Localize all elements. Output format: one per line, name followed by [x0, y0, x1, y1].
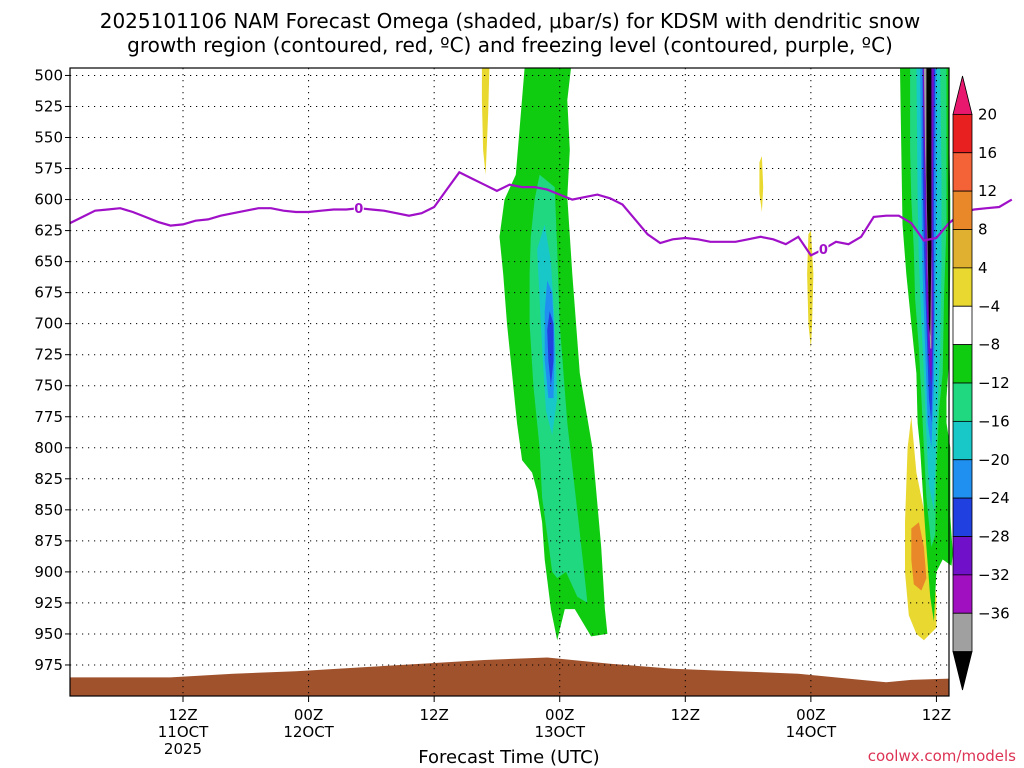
colorbar-swatch-10 — [952, 459, 973, 499]
y-tick-label: 875 — [34, 532, 63, 550]
omega-region-9 — [911, 522, 927, 591]
x-tick-label: 2025 — [164, 740, 202, 758]
colorbar-swatch-0 — [952, 75, 973, 115]
freezing-level-label: 0 — [354, 202, 363, 217]
y-tick-label: 775 — [34, 408, 63, 426]
x-tick-label: 12OCT — [283, 723, 334, 741]
x-tick-label: 00Z — [294, 706, 323, 724]
colorbar-swatch-12 — [952, 536, 973, 576]
colorbar-swatch-1 — [952, 113, 973, 154]
y-tick-label: 500 — [34, 66, 63, 84]
x-tick-label: 12Z — [168, 706, 197, 724]
y-tick-label: 575 — [34, 160, 63, 178]
terrain — [70, 657, 949, 696]
y-tick-label: 950 — [34, 625, 63, 643]
omega-region-0 — [481, 68, 490, 175]
y-tick-label: 800 — [34, 439, 63, 457]
y-axis: 500 525 550 575 600 625 650 675 700 725 750 775 800 8… — [34, 66, 70, 674]
colorbar-label: −4 — [978, 297, 1000, 315]
colorbar-label: −36 — [978, 604, 1010, 622]
y-tick-label: 550 — [34, 129, 63, 147]
x-tick-label: 12Z — [671, 706, 700, 724]
colorbar-label: 8 — [978, 221, 988, 239]
x-tick-label: 00Z — [545, 706, 574, 724]
colorbar-label: −24 — [978, 489, 1010, 507]
x-tick-label: 11OCT — [158, 723, 209, 741]
chart-title-line-1: 2025101106 NAM Forecast Omega (shaded, μ… — [100, 9, 921, 33]
x-tick-label: 12Z — [419, 706, 448, 724]
omega-region-17 — [926, 68, 932, 337]
colorbar-label: 4 — [978, 259, 988, 277]
colorbar-swatch-8 — [952, 382, 973, 422]
chart-title-line-2: growth region (contoured, red, ºC) and f… — [127, 33, 893, 57]
colorbar-swatch-11 — [952, 497, 973, 537]
colorbar-swatch-6 — [952, 305, 973, 346]
y-tick-label: 625 — [34, 222, 63, 240]
y-tick-label: 850 — [34, 501, 63, 519]
x-tick-label: 13OCT — [534, 723, 585, 741]
contour-label-bg — [353, 200, 364, 215]
colorbar-label: 16 — [978, 144, 997, 162]
colorbar-swatch-13 — [952, 574, 973, 614]
grid-lines — [70, 68, 949, 696]
omega-region-8 — [905, 416, 937, 641]
colorbar-swatch-3 — [952, 190, 973, 230]
freezing-level-contour — [69, 170, 1013, 257]
colorbar-label: −32 — [978, 566, 1010, 584]
x-tick-label: 14OCT — [786, 723, 837, 741]
colorbar-label: 12 — [978, 182, 997, 200]
y-tick-label: 600 — [34, 191, 63, 209]
y-tick-label: 650 — [34, 253, 63, 271]
y-tick-label: 750 — [34, 377, 63, 395]
colorbar-label: −8 — [978, 336, 1000, 354]
x-tick-label: 00Z — [796, 706, 825, 724]
plot-frame — [69, 67, 950, 697]
colorbar-swatch-4 — [952, 229, 973, 269]
colorbar-swatch-14 — [952, 612, 973, 653]
freezing-level-label: 0 — [819, 243, 828, 258]
y-tick-label: 525 — [34, 97, 63, 115]
y-tick-label: 725 — [34, 346, 63, 364]
y-tick-label: 925 — [34, 594, 63, 612]
omega-region-5 — [547, 311, 554, 386]
colorbar: 20 16 12 8 4 −4 −8 −12 −16 −20 −24 −28 −32 −36 — [952, 75, 1010, 691]
colorbar-label: 20 — [978, 105, 997, 123]
contour-label-bg — [818, 241, 829, 256]
colorbar-swatch-15 — [952, 651, 973, 691]
colorbar-label: −20 — [978, 451, 1010, 469]
x-tick-label: 12Z — [922, 706, 951, 724]
credit-text: coolwx.com/models — [868, 747, 1016, 765]
colorbar-swatch-5 — [952, 267, 973, 307]
colorbar-label: −12 — [978, 374, 1010, 392]
omega-region-6 — [759, 156, 764, 212]
omega-region-7 — [807, 230, 814, 349]
colorbar-swatch-9 — [952, 420, 973, 461]
x-axis-title: Forecast Time (UTC) — [418, 747, 599, 768]
colorbar-swatch-7 — [952, 344, 973, 384]
y-tick-label: 700 — [34, 315, 63, 333]
colorbar-label: −28 — [978, 528, 1010, 546]
colorbar-swatch-2 — [952, 152, 973, 192]
y-tick-label: 900 — [34, 563, 63, 581]
y-tick-label: 975 — [34, 656, 63, 674]
freezing-level-labels: 00 — [353, 200, 829, 258]
y-tick-label: 675 — [34, 284, 63, 302]
plot-area: 00 — [69, 67, 1013, 697]
colorbar-label: −16 — [978, 412, 1010, 430]
omega-shading — [481, 68, 953, 641]
y-tick-label: 825 — [34, 470, 63, 488]
